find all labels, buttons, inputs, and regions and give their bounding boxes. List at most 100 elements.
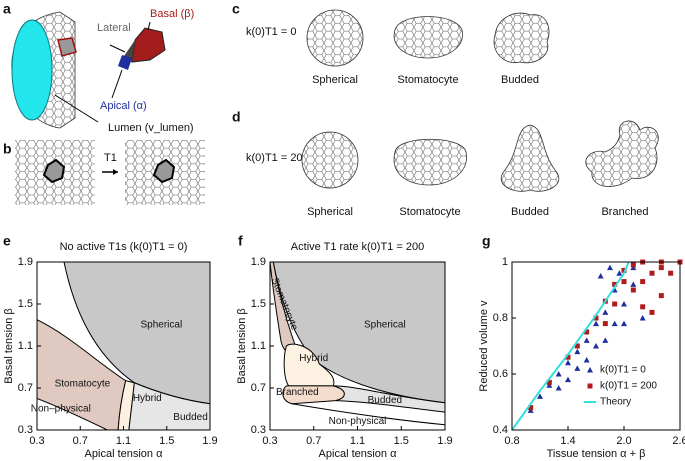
y-tick-label: 0.7	[18, 382, 33, 394]
point	[574, 348, 581, 355]
label-lumen: Lumen (v_lumen)	[108, 122, 194, 134]
point	[593, 320, 599, 327]
plot-frame	[511, 261, 681, 431]
x-axis-label: Tissue tension α + β	[547, 448, 646, 460]
point	[574, 343, 580, 349]
point	[602, 321, 608, 327]
point	[630, 262, 636, 268]
point	[658, 293, 664, 299]
point	[565, 354, 571, 360]
shape-label: Budded	[511, 206, 549, 218]
y-tick-label: 1.1	[251, 340, 266, 352]
x-tick-label: 1.9	[437, 435, 452, 447]
condition-label: k(0)T1 = 200	[246, 152, 309, 164]
point	[584, 329, 590, 335]
legend-swatch	[587, 367, 593, 373]
region-label: Spherical	[364, 320, 406, 331]
point	[630, 264, 637, 271]
x-tick-label: 0.8	[504, 435, 519, 447]
point	[555, 385, 562, 391]
label-basal: Basal (β)	[150, 8, 194, 20]
shape-stomatocyte	[393, 16, 463, 59]
panel-letter: d	[232, 109, 241, 125]
t1-cells	[152, 158, 176, 184]
phase-regions	[37, 262, 210, 430]
point	[555, 371, 562, 377]
shape-label: Stomatocyte	[397, 74, 458, 86]
arrow	[111, 69, 123, 99]
panel-c: k(0)T1 = 0 Spherical Stomatocyte Budded	[246, 9, 550, 86]
x-tick-label: 0.3	[262, 435, 277, 447]
shape-branched	[585, 120, 659, 187]
region-label: Branched	[276, 387, 319, 398]
point	[528, 405, 534, 411]
x-tick-label: 1.9	[202, 435, 217, 447]
point	[649, 270, 655, 276]
theory-line	[511, 261, 630, 431]
y-tick-label: 0.6	[493, 368, 508, 380]
y-axis-label: Basal tension β	[3, 308, 15, 383]
region-label: Non-physical	[329, 416, 387, 427]
point	[640, 304, 646, 310]
y-axis-label: Reduced volume v	[478, 300, 490, 392]
shape-label: Branched	[601, 206, 648, 218]
arrow	[109, 44, 126, 53]
x-tick-label: 0.7	[306, 435, 321, 447]
point	[537, 393, 543, 399]
highlight-cell	[57, 37, 77, 57]
x-tick-label: 1.5	[159, 435, 174, 447]
y-tick-label: 1.9	[18, 256, 33, 268]
shape-spherical	[301, 131, 359, 189]
point	[621, 301, 627, 307]
panel-letter: g	[482, 233, 491, 249]
y-tick-label: 0.7	[251, 382, 266, 394]
point	[668, 270, 674, 276]
point	[602, 337, 609, 343]
y-tick-label: 0.3	[251, 424, 266, 436]
label-apical: Apical (α)	[100, 100, 147, 112]
point	[639, 315, 646, 321]
y-tick-label: 1.5	[251, 298, 266, 310]
panel-letter: c	[232, 1, 240, 17]
y-tick-label: 0.3	[18, 424, 33, 436]
point	[597, 273, 604, 279]
region-label: Hybrid	[133, 393, 162, 404]
legend-label: k(0)T1 = 200	[600, 381, 657, 392]
legend-swatch	[587, 383, 593, 389]
point	[593, 343, 599, 349]
plot-frame	[269, 261, 446, 431]
t1-cells	[42, 158, 66, 184]
plot-frame	[36, 261, 211, 431]
shape-label: Stomatocyte	[399, 206, 460, 218]
y-tick-label: 1	[502, 256, 508, 268]
point	[621, 267, 627, 273]
panel-letter: a	[3, 1, 11, 17]
point	[546, 379, 552, 385]
point	[565, 376, 571, 383]
region-label: Non–physical	[31, 404, 91, 415]
x-tick-label: 1.1	[350, 435, 365, 447]
basal-face	[131, 27, 166, 63]
region-label: Spherical	[140, 320, 182, 331]
x-axis-label: Apical tension α	[319, 448, 398, 460]
legend-label: k(0)T1 = 0	[600, 365, 646, 376]
point	[546, 382, 553, 388]
label-t1: T1	[104, 152, 117, 164]
panel-letter: e	[3, 233, 11, 249]
y-tick-label: 1.1	[18, 340, 33, 352]
chart-title: Active T1 rate k(0)T1 = 200	[291, 241, 424, 253]
y-tick-label: 1.9	[251, 256, 266, 268]
shape-budded	[493, 12, 550, 64]
point	[612, 281, 618, 287]
point	[621, 320, 627, 327]
region-label: Budded	[368, 395, 402, 406]
shape-label: Spherical	[307, 206, 353, 218]
point	[658, 265, 664, 271]
x-tick-label: 2.0	[616, 435, 631, 447]
point	[640, 279, 646, 285]
y-tick-label: 0.4	[493, 424, 508, 436]
point	[621, 279, 627, 285]
x-tick-label: 1.4	[560, 435, 575, 447]
shape-label: Spherical	[312, 74, 358, 86]
lumen	[11, 19, 53, 121]
